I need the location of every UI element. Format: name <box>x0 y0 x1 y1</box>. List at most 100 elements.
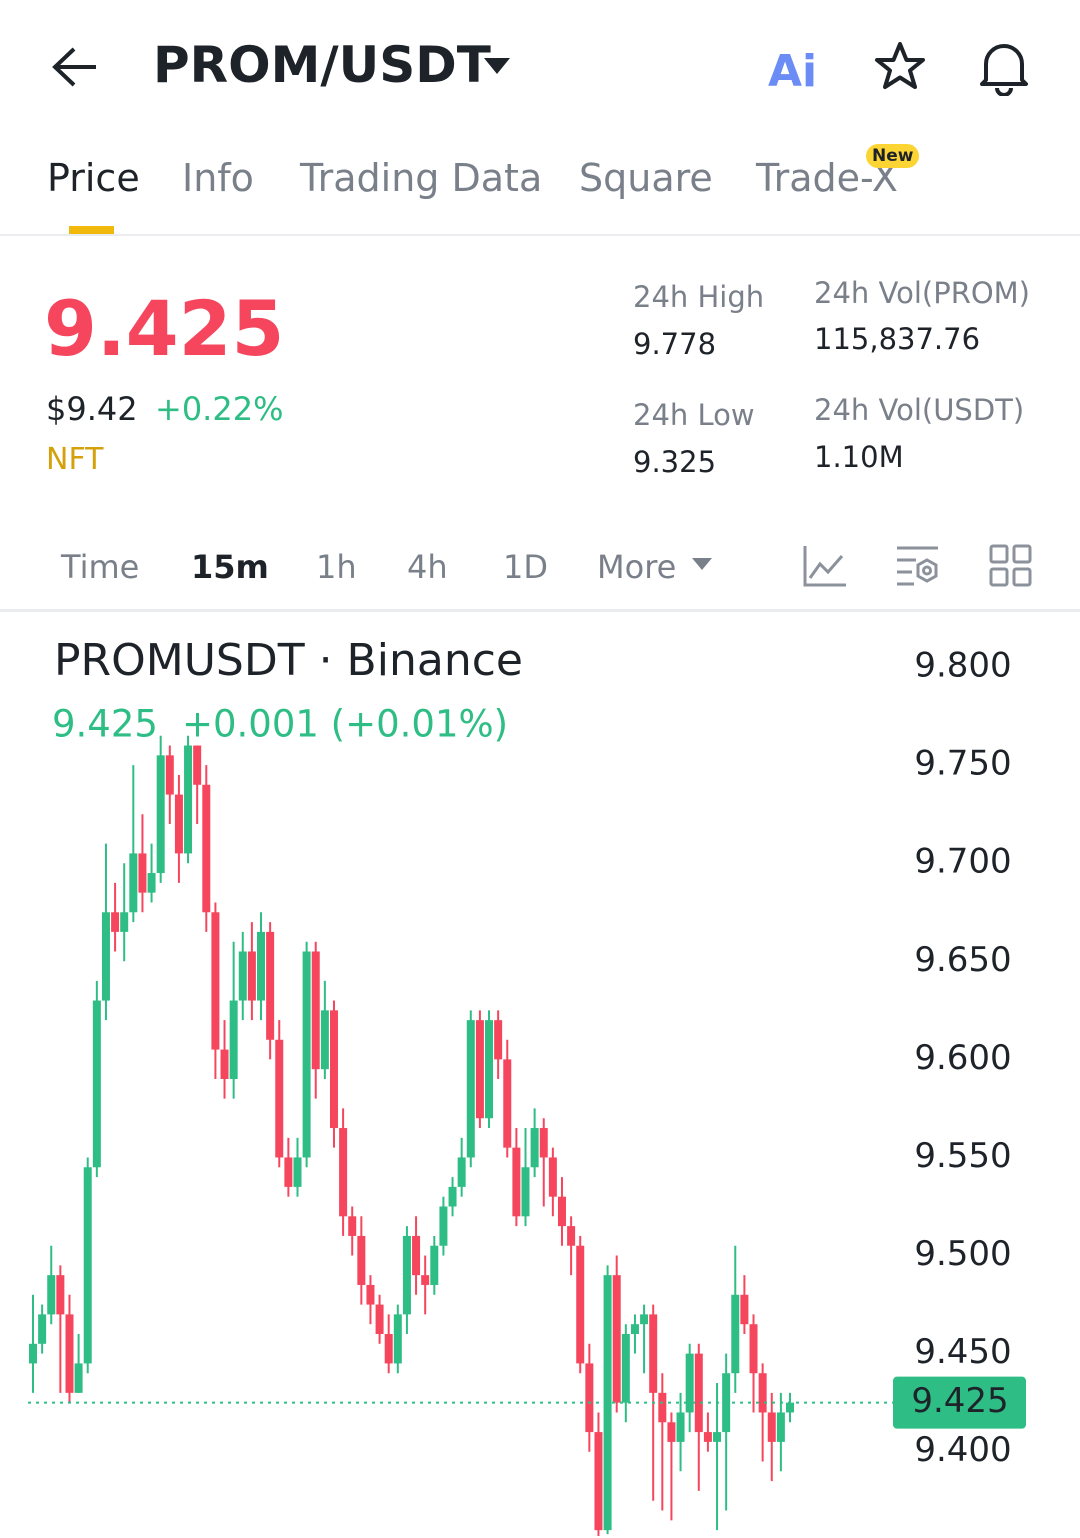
candle-body <box>703 1432 712 1442</box>
candle-body <box>585 1363 594 1433</box>
candle-body <box>494 1020 503 1060</box>
candle-body <box>247 951 256 1001</box>
dropdown-icon[interactable] <box>482 56 512 76</box>
candle-body <box>430 1245 439 1285</box>
candle-body <box>630 1324 639 1334</box>
timeframe[interactable]: 4h <box>407 548 448 586</box>
candle-body <box>412 1235 421 1276</box>
candle-body <box>758 1373 767 1413</box>
tab-indicator <box>69 226 114 234</box>
y-tick-label: 9.800 <box>914 646 1011 686</box>
candle-body <box>284 1157 293 1187</box>
candle-body <box>193 745 202 785</box>
candle-body <box>421 1275 430 1285</box>
y-tick-label: 9.700 <box>914 842 1011 882</box>
candle-body <box>138 853 147 893</box>
candle-body <box>676 1412 685 1442</box>
candle-body <box>238 951 247 1001</box>
candle-body <box>339 1128 348 1217</box>
candle-body <box>275 1039 284 1158</box>
y-tick-label: 9.600 <box>914 1038 1011 1078</box>
tag[interactable]: NFT <box>46 442 104 477</box>
y-tick-label: 9.550 <box>914 1136 1011 1176</box>
timeframe[interactable]: 15m <box>191 548 269 586</box>
candle-body <box>65 1314 74 1393</box>
settings-icon[interactable] <box>894 544 942 588</box>
candle-body <box>393 1314 402 1364</box>
candle-body <box>56 1275 65 1315</box>
ai-icon[interactable]: Ai <box>768 46 818 97</box>
candle-body <box>384 1334 393 1364</box>
price-change: +0.22% <box>155 390 284 428</box>
candle-body <box>539 1128 548 1158</box>
stat-label: 24h Vol(USDT) <box>814 393 1025 427</box>
candle-body <box>731 1294 740 1374</box>
y-tick-label: 9.650 <box>914 940 1011 980</box>
candle-body <box>621 1334 630 1403</box>
timeframe[interactable]: Time <box>61 548 140 586</box>
star-icon[interactable] <box>872 40 928 94</box>
candle-body <box>466 1020 475 1158</box>
chart-title: PROMUSDT · Binance <box>54 635 523 686</box>
candle-body <box>776 1412 785 1442</box>
layout-icon[interactable] <box>989 544 1033 588</box>
candle-body <box>83 1167 92 1364</box>
candle-body <box>485 1020 494 1119</box>
pair-title[interactable]: PROM/USDT <box>153 36 491 94</box>
stat-value: 115,837.76 <box>814 322 981 356</box>
candle-body <box>749 1324 758 1374</box>
candle-body <box>402 1235 411 1315</box>
candle-body <box>649 1314 658 1393</box>
candle-body <box>220 1049 229 1079</box>
chart-change: +0.001 (+0.01%) <box>182 703 508 746</box>
bell-icon[interactable] <box>976 38 1032 96</box>
candle-body <box>612 1275 621 1403</box>
tab[interactable]: Price <box>47 156 140 200</box>
candle-body <box>557 1196 566 1227</box>
candle-body <box>767 1412 776 1442</box>
timeframe[interactable]: 1h <box>316 548 357 586</box>
candle-body <box>475 1020 484 1119</box>
tab[interactable]: Info <box>182 156 254 200</box>
candle-body <box>576 1245 585 1364</box>
candle-body <box>320 1010 329 1070</box>
candle-body <box>603 1275 612 1531</box>
candle-body <box>594 1432 603 1531</box>
stat-label: 24h Low <box>633 398 755 432</box>
candle-body <box>101 912 110 1001</box>
candle-body <box>740 1294 749 1325</box>
candle-body <box>329 1010 338 1129</box>
candle-body <box>302 951 311 1158</box>
candle-body <box>786 1402 794 1413</box>
candle-body <box>293 1157 302 1187</box>
chart-last: 9.425 <box>52 703 158 746</box>
divider <box>0 234 1080 236</box>
timeframe[interactable]: 1D <box>503 548 548 586</box>
candle-body <box>257 931 266 1001</box>
last-price-box <box>893 1376 1026 1429</box>
candle-body <box>366 1284 375 1305</box>
candle-body <box>47 1275 56 1315</box>
candle-body <box>503 1059 512 1148</box>
divider <box>0 609 1080 612</box>
candle-body <box>74 1363 83 1393</box>
y-tick-label: 9.400 <box>914 1430 1011 1470</box>
candle-body <box>156 755 165 874</box>
indicator-icon[interactable] <box>802 544 848 588</box>
y-tick-label: 9.500 <box>914 1234 1011 1274</box>
more-caret[interactable] <box>690 556 714 572</box>
candle-body <box>111 912 120 932</box>
candle-body <box>640 1314 649 1325</box>
y-tick-label: 9.750 <box>914 744 1011 784</box>
candle-body <box>174 794 183 854</box>
candle-body <box>439 1206 448 1246</box>
candle-body <box>512 1147 521 1217</box>
candle-body <box>147 873 156 893</box>
timeframe[interactable]: More <box>597 548 677 586</box>
tab[interactable]: Trading Data <box>300 156 543 200</box>
candle-body <box>211 912 220 1050</box>
tab[interactable]: Square <box>579 156 713 200</box>
back-icon[interactable] <box>50 45 100 89</box>
candle-body <box>521 1167 530 1217</box>
